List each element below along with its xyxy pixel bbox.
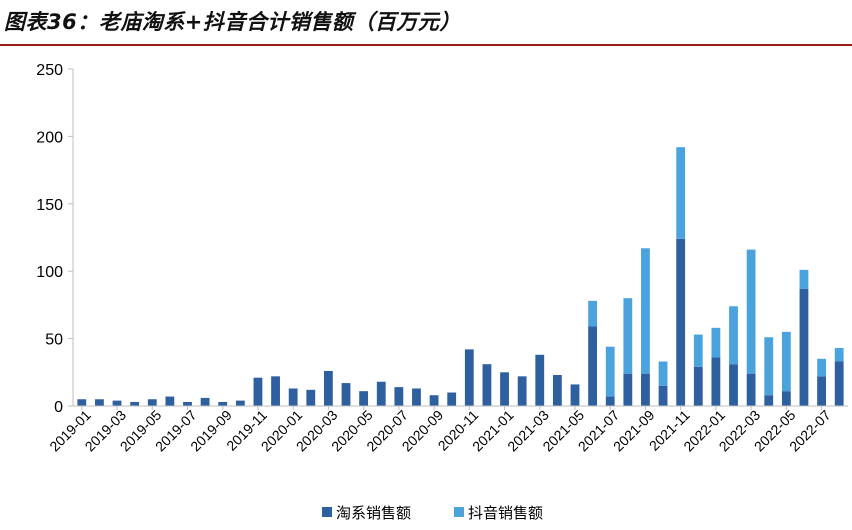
- bar-douyin-2022-01: [711, 327, 721, 358]
- y-tick-label: 250: [36, 62, 63, 79]
- bar-taoxi-2021-12: [693, 366, 703, 406]
- bar-taoxi-2020-02: [306, 389, 316, 406]
- bar-taoxi-2022-06: [799, 288, 809, 406]
- bar-taoxi-2019-09: [218, 401, 228, 406]
- legend-label: 淘系销售额: [336, 504, 411, 522]
- y-tick-label: 50: [45, 332, 63, 349]
- bar-douyin-2022-07: [817, 358, 826, 377]
- legend-swatch: [322, 507, 332, 517]
- bar-taoxi-2021-03: [535, 354, 545, 406]
- bar-taoxi-2021-01: [500, 372, 509, 406]
- y-tick-label: 0: [54, 399, 63, 416]
- bar-taoxi-2019-05: [147, 399, 157, 406]
- bar-taoxi-2020-12: [482, 364, 492, 406]
- legend: 淘系销售额 抖音销售额: [322, 504, 543, 522]
- bar-douyin-2022-06: [799, 269, 809, 289]
- y-axis: 0 50 100 150 200 250: [36, 62, 74, 416]
- bar-taoxi-2020-08: [412, 388, 421, 406]
- bar-douyin-2021-08: [623, 298, 633, 374]
- bar-taoxi-2019-04: [130, 401, 140, 406]
- bar-taoxi-2019-08: [200, 397, 210, 406]
- bar-taoxi-2021-06: [588, 326, 598, 406]
- bar-taoxi-2020-11: [464, 349, 474, 406]
- bar-taoxi-2020-06: [376, 381, 386, 406]
- bar-taoxi-2021-07: [605, 396, 615, 406]
- y-tick-label: 100: [36, 264, 63, 281]
- bar-douyin-2021-12: [693, 334, 703, 367]
- bar-douyin-2021-10: [658, 361, 668, 386]
- bar-taoxi-2019-02: [95, 399, 104, 406]
- bar-taoxi-2020-05: [359, 391, 369, 406]
- bar-taoxi-2020-10: [447, 392, 457, 406]
- bar-taoxi-2022-04: [764, 395, 774, 406]
- bar-taoxi-2021-09: [641, 373, 650, 406]
- bar-taoxi-2021-02: [517, 376, 527, 406]
- bar-taoxi-2019-10: [235, 400, 245, 406]
- bar-taoxi-2019-03: [112, 400, 122, 406]
- bar-taoxi-2019-12: [271, 376, 280, 406]
- bar-taoxi-2021-10: [658, 385, 668, 406]
- bar-douyin-2021-07: [605, 346, 615, 397]
- y-tick-label: 150: [36, 197, 63, 214]
- x-axis: 2019-012019-032019-052019-072019-092019-…: [46, 405, 848, 454]
- bar-taoxi-2021-05: [570, 384, 580, 406]
- chart-title: 图表36：老庙淘系+抖音合计销售额（百万元）: [4, 10, 461, 34]
- bar-taoxi-2021-04: [552, 375, 562, 406]
- y-tick-label: 200: [36, 129, 63, 146]
- bar-taoxi-2021-11: [676, 238, 686, 406]
- bar-taoxi-2020-09: [429, 395, 439, 406]
- bar-douyin-2022-02: [729, 306, 738, 365]
- bar-douyin-2021-11: [676, 147, 686, 239]
- bar-taoxi-2019-06: [165, 396, 175, 406]
- bar-douyin-2022-04: [764, 337, 774, 396]
- bar-taoxi-2022-07: [817, 376, 826, 406]
- title-underline: [0, 44, 852, 46]
- bar-taoxi-2019-07: [183, 401, 192, 406]
- bar-douyin-2022-05: [781, 331, 791, 392]
- bar-taoxi-2020-03: [323, 370, 333, 406]
- bar-taoxi-2020-01: [288, 388, 298, 406]
- bar-taoxi-2022-05: [781, 391, 791, 406]
- bar-taoxi-2022-01: [711, 357, 721, 406]
- bar-douyin-2022-03: [746, 249, 756, 374]
- bar-douyin-2022-08: [834, 348, 844, 362]
- bar-taoxi-2019-01: [77, 399, 87, 406]
- bar-taoxi-2021-08: [623, 373, 633, 406]
- bars-group: [77, 147, 844, 406]
- legend-label: 抖音销售额: [468, 504, 543, 522]
- bar-douyin-2021-09: [641, 248, 650, 374]
- bar-douyin-2021-06: [588, 300, 598, 327]
- bar-taoxi-2019-11: [253, 377, 263, 406]
- bar-taoxi-2022-02: [729, 364, 738, 406]
- bar-taoxi-2020-04: [341, 383, 351, 406]
- bar-taoxi-2022-08: [834, 361, 844, 406]
- bar-taoxi-2022-03: [746, 373, 756, 406]
- bar-taoxi-2020-07: [394, 387, 404, 406]
- legend-swatch: [454, 507, 464, 517]
